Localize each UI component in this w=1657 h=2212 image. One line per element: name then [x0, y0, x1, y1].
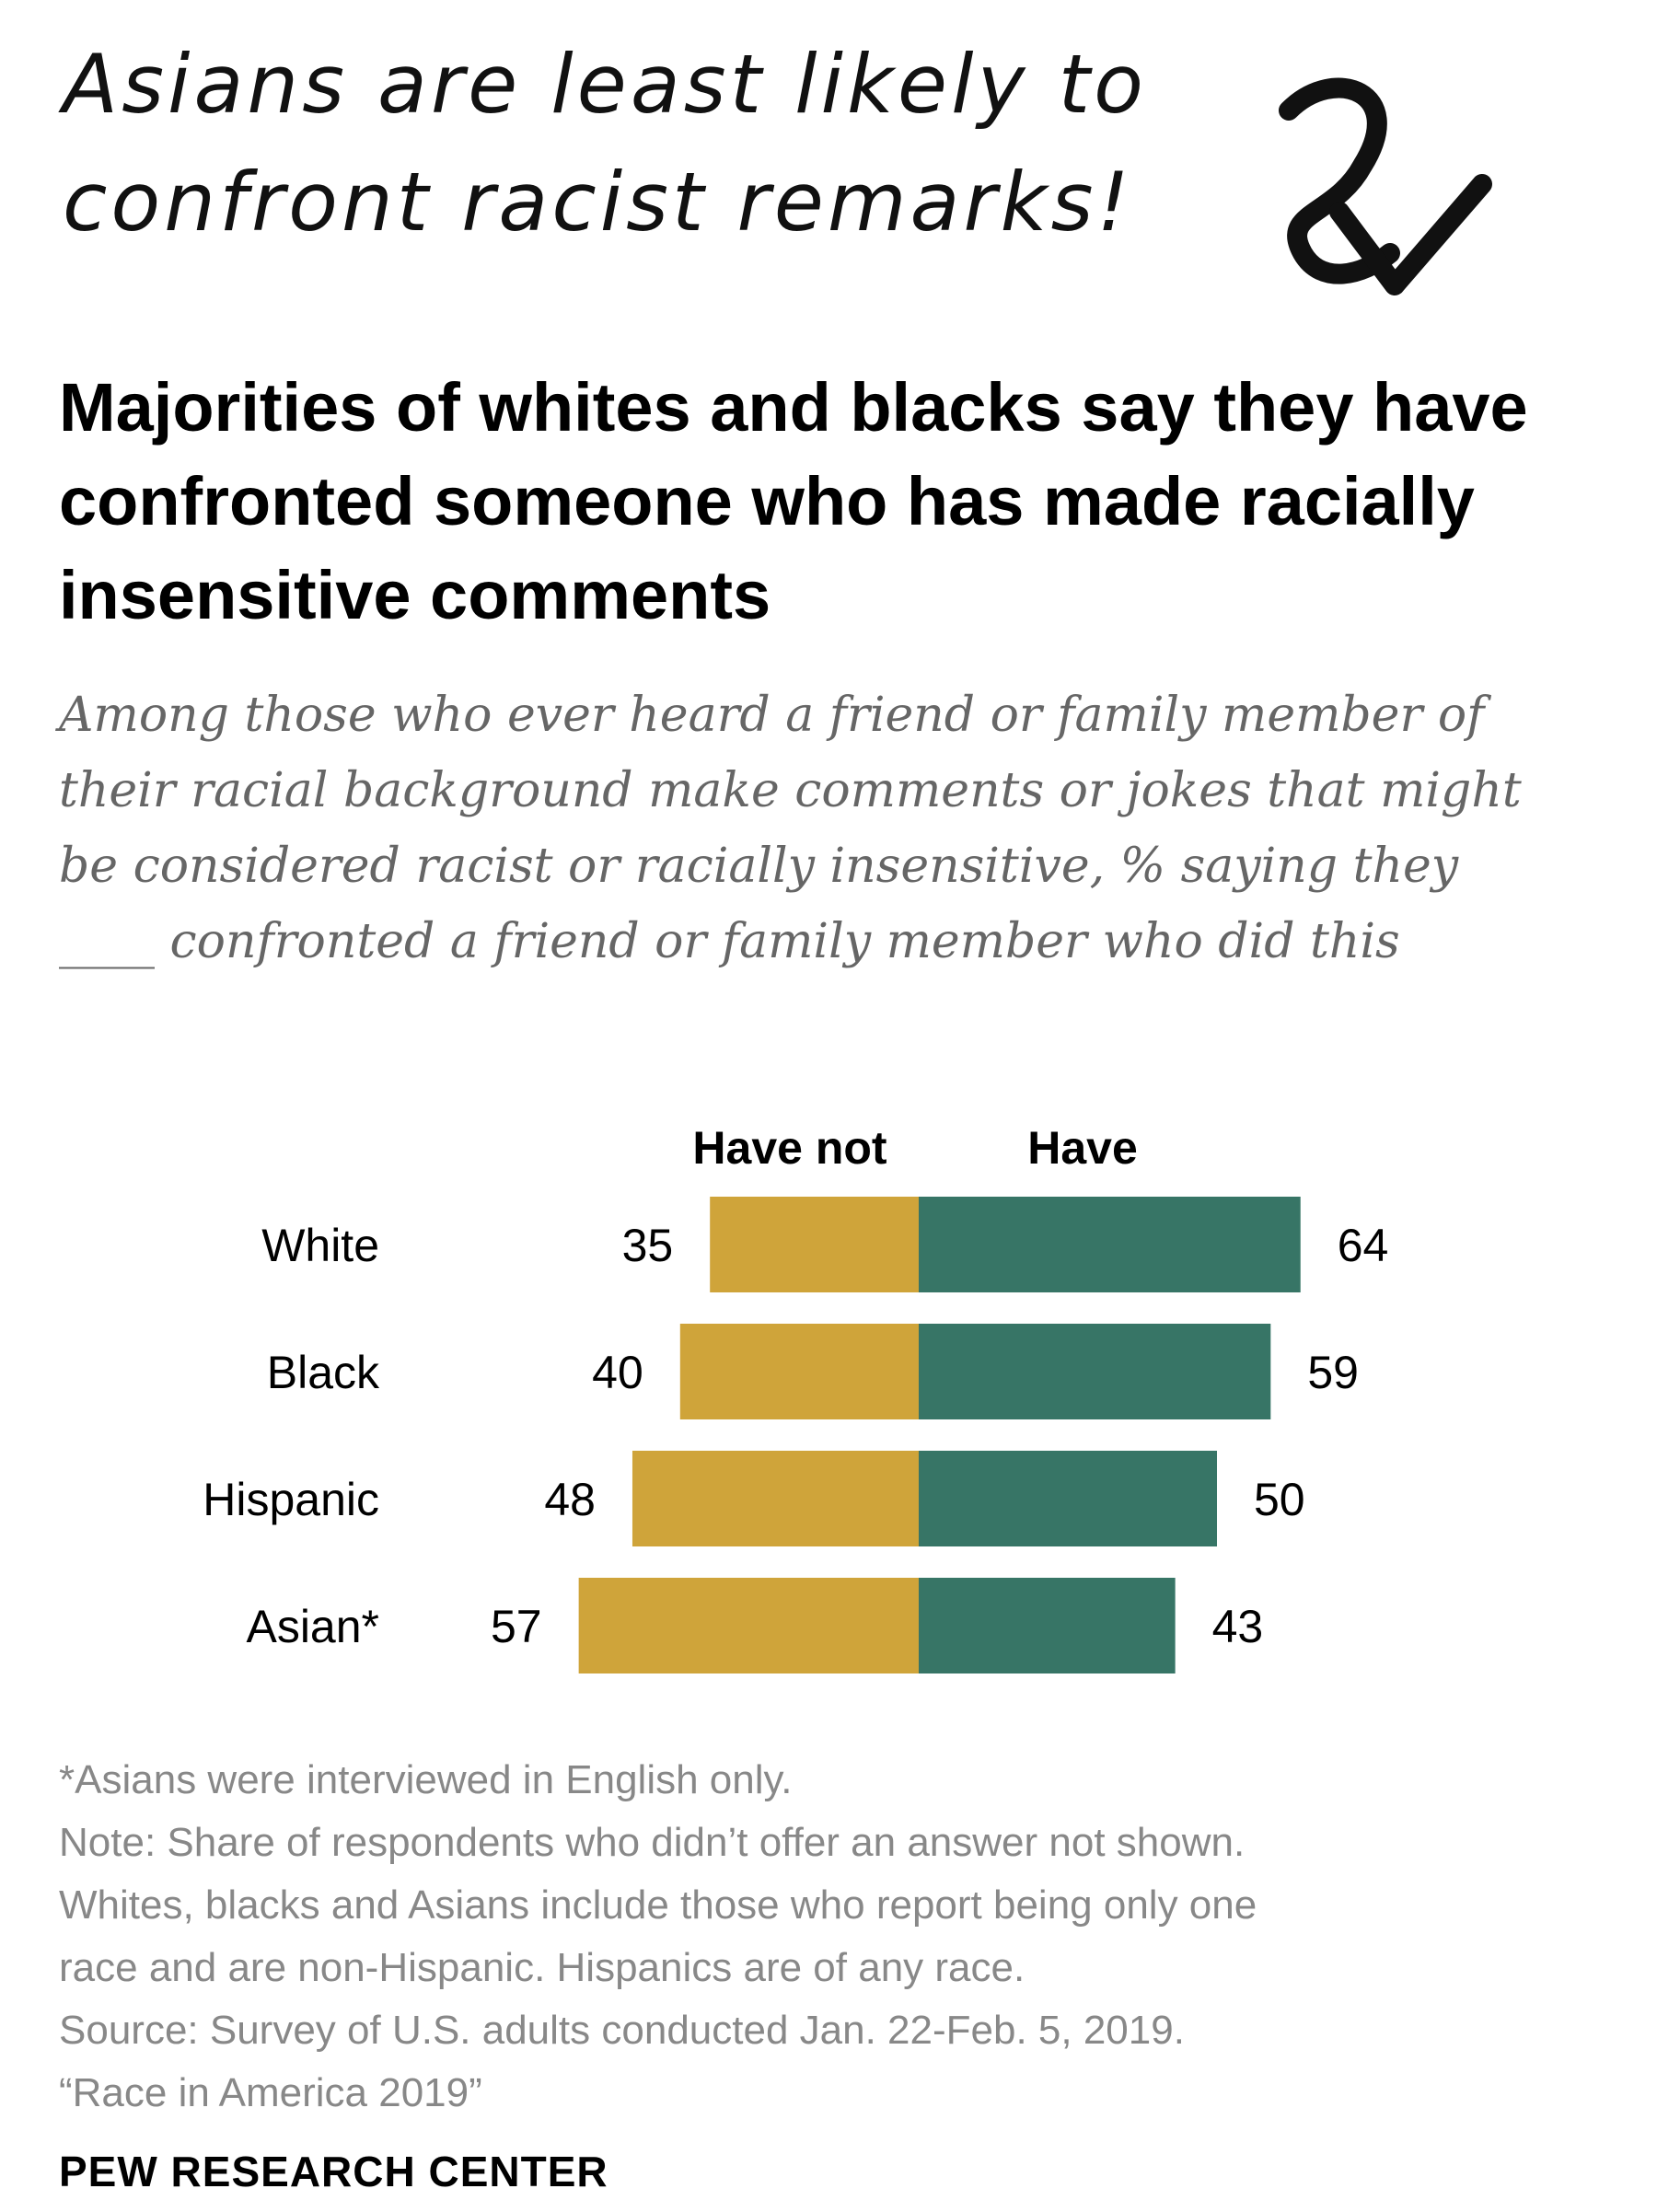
- category-label: Asian*: [246, 1601, 379, 1652]
- footnote-line: Whites, blacks and Asians include those …: [59, 1882, 1257, 1928]
- annotation-line-1: Asians are least likely to: [63, 37, 1147, 132]
- data-label-have: 59: [1307, 1347, 1359, 1398]
- footnote-line: race and are non-Hispanic. Hispanics are…: [59, 1945, 1025, 1990]
- data-label-have-not: 35: [622, 1220, 674, 1271]
- footnotes: *Asians were interviewed in English only…: [59, 1749, 1605, 2125]
- footnote-line: Source: Survey of U.S. adults conducted …: [59, 2008, 1185, 2053]
- bar-have-not: [710, 1197, 919, 1292]
- chart-subtitle: Among those who ever heard a friend or f…: [59, 688, 1522, 969]
- data-label-have: 64: [1338, 1220, 1389, 1271]
- diverging-bar-chart: Have not Have White 35 64 Black 40 59 Hispanic 48…: [203, 1122, 1389, 1673]
- bar-have-not: [679, 1324, 919, 1419]
- footnote-line: Note: Share of respondents who didn’t of…: [59, 1820, 1246, 1865]
- bar-have: [919, 1451, 1217, 1546]
- data-label-have: 50: [1254, 1474, 1305, 1525]
- footnote-line: *Asians were interviewed in English only…: [59, 1757, 793, 1802]
- data-label-have: 43: [1212, 1601, 1264, 1652]
- legend-have: Have: [1027, 1122, 1138, 1174]
- legend-have-not: Have not: [692, 1122, 887, 1174]
- bar-have: [919, 1324, 1271, 1419]
- category-label: Black: [267, 1347, 380, 1398]
- annotation-line-2: confront racist remarks!: [63, 155, 1133, 249]
- bar-have-not: [632, 1451, 919, 1546]
- bar-have: [919, 1578, 1176, 1673]
- bar-have-not: [578, 1578, 919, 1673]
- category-label: White: [261, 1220, 379, 1271]
- handwritten-annotation: Asians are least likely to confront raci…: [63, 26, 1241, 261]
- data-label-have-not: 48: [544, 1474, 596, 1525]
- category-label: Hispanic: [203, 1474, 379, 1525]
- chart-title: Majorities of whites and blacks say they…: [59, 369, 1528, 633]
- curved-arrow-icon: [1279, 77, 1492, 295]
- pew-research-center-logo: PEW RESEARCH CENTER: [59, 2148, 608, 2195]
- data-label-have-not: 57: [491, 1601, 542, 1652]
- footnote-line: “Race in America 2019”: [59, 2070, 482, 2115]
- bar-have: [919, 1197, 1301, 1292]
- data-label-have-not: 40: [592, 1347, 643, 1398]
